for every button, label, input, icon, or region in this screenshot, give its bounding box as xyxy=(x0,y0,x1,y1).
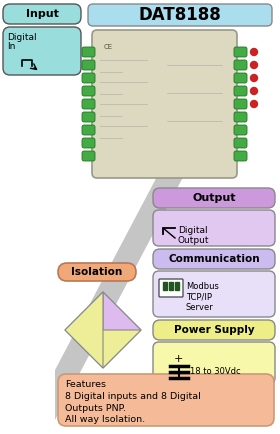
Bar xyxy=(175,282,179,290)
Bar xyxy=(169,282,173,290)
FancyBboxPatch shape xyxy=(153,320,275,340)
Text: Modbus
TCP/IP
Server: Modbus TCP/IP Server xyxy=(186,282,219,312)
FancyBboxPatch shape xyxy=(234,60,247,70)
Text: 18 to 30Vdc: 18 to 30Vdc xyxy=(190,368,241,377)
FancyBboxPatch shape xyxy=(234,112,247,122)
FancyBboxPatch shape xyxy=(58,374,274,426)
Polygon shape xyxy=(65,292,103,368)
Text: Isolation: Isolation xyxy=(71,267,123,277)
FancyBboxPatch shape xyxy=(3,27,81,75)
FancyBboxPatch shape xyxy=(153,188,275,208)
Polygon shape xyxy=(103,292,141,368)
FancyBboxPatch shape xyxy=(82,86,95,96)
Text: Digital: Digital xyxy=(7,33,37,42)
Circle shape xyxy=(251,49,258,56)
Circle shape xyxy=(251,75,258,82)
FancyBboxPatch shape xyxy=(82,99,95,109)
FancyBboxPatch shape xyxy=(88,4,272,26)
FancyBboxPatch shape xyxy=(58,263,136,281)
Text: In: In xyxy=(7,42,15,51)
FancyBboxPatch shape xyxy=(159,279,183,297)
FancyBboxPatch shape xyxy=(82,73,95,83)
Bar xyxy=(163,282,167,290)
Circle shape xyxy=(251,62,258,69)
FancyBboxPatch shape xyxy=(234,73,247,83)
FancyBboxPatch shape xyxy=(234,138,247,148)
Text: DAT8188: DAT8188 xyxy=(139,6,221,24)
FancyBboxPatch shape xyxy=(234,99,247,109)
Text: +: + xyxy=(173,354,183,364)
Text: Input: Input xyxy=(25,9,59,19)
Text: CE: CE xyxy=(104,44,113,50)
FancyBboxPatch shape xyxy=(82,151,95,161)
Text: Output: Output xyxy=(192,193,236,203)
Text: Power Supply: Power Supply xyxy=(174,325,254,335)
Text: Digital
Output: Digital Output xyxy=(178,226,209,245)
FancyBboxPatch shape xyxy=(82,112,95,122)
FancyBboxPatch shape xyxy=(82,125,95,135)
FancyBboxPatch shape xyxy=(82,60,95,70)
Text: Features
8 Digital inputs and 8 Digital
Outputs PNP.
All way Isolation.: Features 8 Digital inputs and 8 Digital … xyxy=(65,380,201,424)
FancyBboxPatch shape xyxy=(234,86,247,96)
FancyBboxPatch shape xyxy=(3,4,81,24)
FancyBboxPatch shape xyxy=(82,138,95,148)
FancyBboxPatch shape xyxy=(234,125,247,135)
FancyBboxPatch shape xyxy=(153,210,275,246)
Polygon shape xyxy=(65,330,141,368)
Circle shape xyxy=(251,101,258,108)
Circle shape xyxy=(251,88,258,95)
FancyBboxPatch shape xyxy=(82,47,95,57)
FancyBboxPatch shape xyxy=(153,342,275,384)
Polygon shape xyxy=(55,95,200,420)
FancyBboxPatch shape xyxy=(234,47,247,57)
FancyBboxPatch shape xyxy=(153,249,275,269)
FancyBboxPatch shape xyxy=(234,151,247,161)
FancyBboxPatch shape xyxy=(153,271,275,317)
Text: Communication: Communication xyxy=(168,254,260,264)
Polygon shape xyxy=(65,292,141,330)
FancyBboxPatch shape xyxy=(92,30,237,178)
